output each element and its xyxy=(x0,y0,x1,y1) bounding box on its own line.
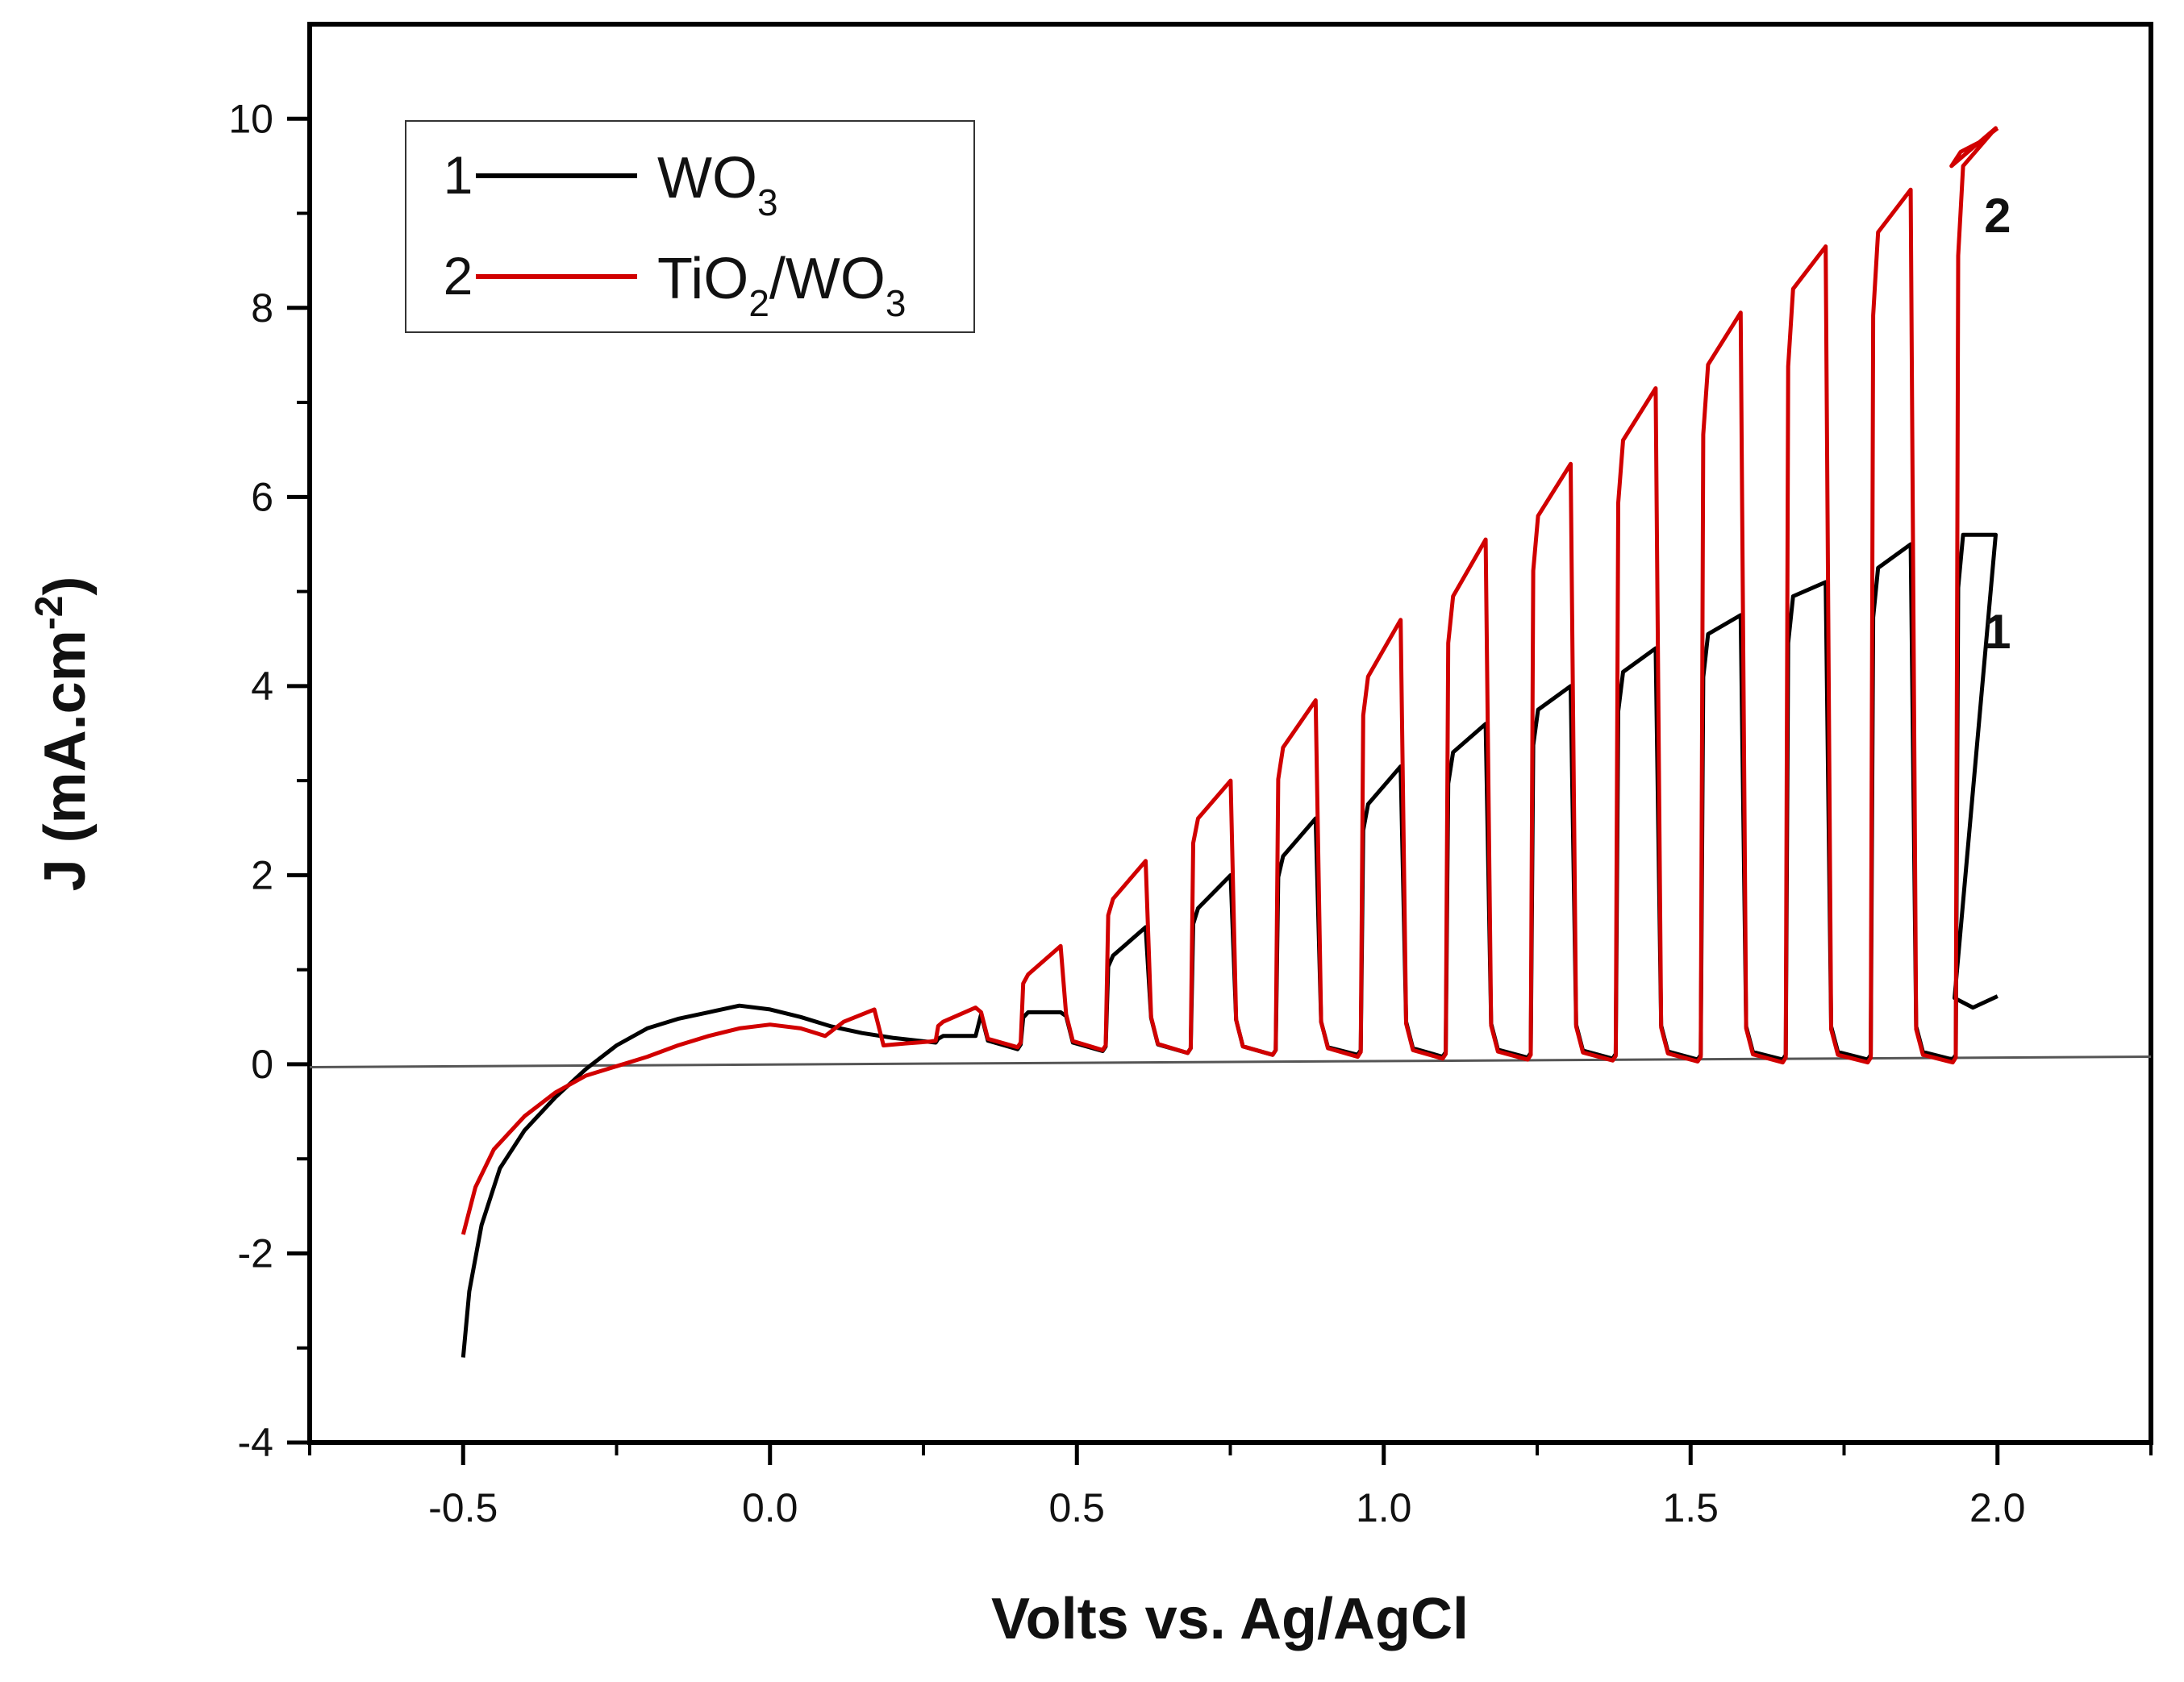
series-group: 12 xyxy=(461,126,2011,1358)
legend-label-2-sub: 2 xyxy=(748,282,769,324)
legend-label-1-sub: 3 xyxy=(757,181,778,223)
legend-number-1: 1 xyxy=(444,145,473,205)
legend-label-1: WO3 xyxy=(657,146,778,223)
legend-label-2: TiO2/WO3 xyxy=(657,247,906,324)
y-tick-label: 8 xyxy=(251,285,273,331)
legend-entry-2: 2 TiO2/WO3 xyxy=(444,246,907,324)
legend: 1 WO3 2 TiO2/WO3 xyxy=(405,120,975,333)
legend-label-2-main: TiO xyxy=(657,247,748,311)
legend-box xyxy=(405,120,975,333)
y-axis-title-main: J (mA.cm xyxy=(33,630,98,891)
x-tick-label: 0.5 xyxy=(1048,1485,1105,1530)
y-axis-title: J (mA.cm-2) xyxy=(28,577,98,892)
axes: -0.5 0.0 0.5 1.0 1.5 2.0 -4 -2 0 2 4 6 8 10 xyxy=(228,96,2153,1530)
y-axis-title-close: ) xyxy=(33,577,98,596)
y-axis-title-sup: -2 xyxy=(28,596,71,631)
y-tick-label: 4 xyxy=(251,664,273,709)
series-tag-2: 2 xyxy=(1984,189,2011,243)
series-line-2 xyxy=(461,126,1999,1235)
x-tick-label: 2.0 xyxy=(1969,1485,2026,1530)
legend-number-2: 2 xyxy=(444,246,473,306)
legend-label-2-mid: /WO xyxy=(769,247,886,311)
x-tick-label: 1.5 xyxy=(1662,1485,1719,1530)
x-tick-label: 0.0 xyxy=(742,1485,798,1530)
series-tag-1: 1 xyxy=(1984,605,2011,659)
y-tick-label: 2 xyxy=(251,852,273,897)
y-tick-label: 0 xyxy=(251,1042,273,1087)
y-tick-label: -4 xyxy=(238,1420,273,1465)
legend-label-1-main: WO xyxy=(657,146,757,210)
y-tick-label: 6 xyxy=(251,474,273,519)
y-tick-label: -2 xyxy=(238,1230,273,1276)
x-tick-label: -0.5 xyxy=(428,1485,498,1530)
legend-label-2-sub2: 3 xyxy=(886,282,907,324)
x-tick-label: 1.0 xyxy=(1356,1485,1412,1530)
legend-entry-1: 1 WO3 xyxy=(444,145,778,223)
x-axis-title: Volts vs. Ag/AgCl xyxy=(991,1587,1469,1651)
y-tick-label: 10 xyxy=(228,96,273,141)
